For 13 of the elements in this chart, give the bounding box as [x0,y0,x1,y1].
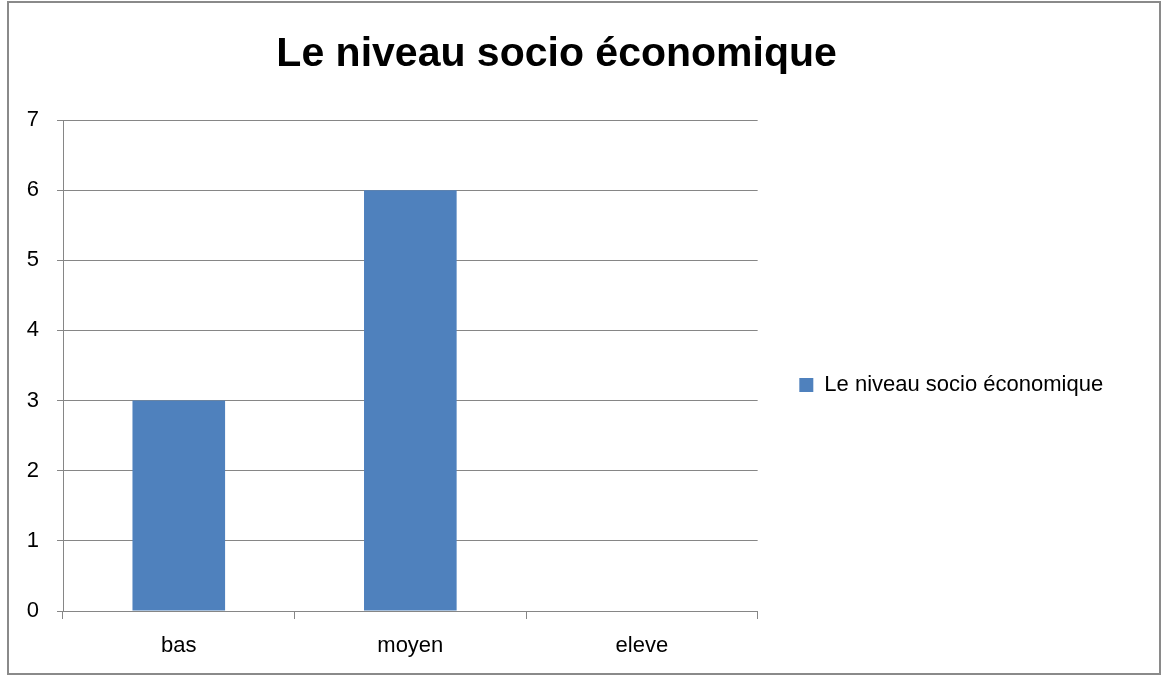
x-tick-label: bas [161,632,197,658]
y-tick-label: 7 [26,106,39,132]
x-tick-label: eleve [615,632,669,658]
y-tick-label: 3 [26,386,39,412]
y-tick-label: 0 [26,597,39,623]
legend-label: Le niveau socio économique [824,371,1104,397]
chart-title: Le niveau socio économique [276,28,837,75]
y-tick-label: 4 [26,316,39,342]
y-tick-label: 6 [26,176,39,202]
y-tick-label: 1 [26,526,39,552]
y-tick-label: 2 [26,456,39,482]
y-tick-label: 5 [26,246,39,272]
x-tick-label: moyen [377,632,444,658]
